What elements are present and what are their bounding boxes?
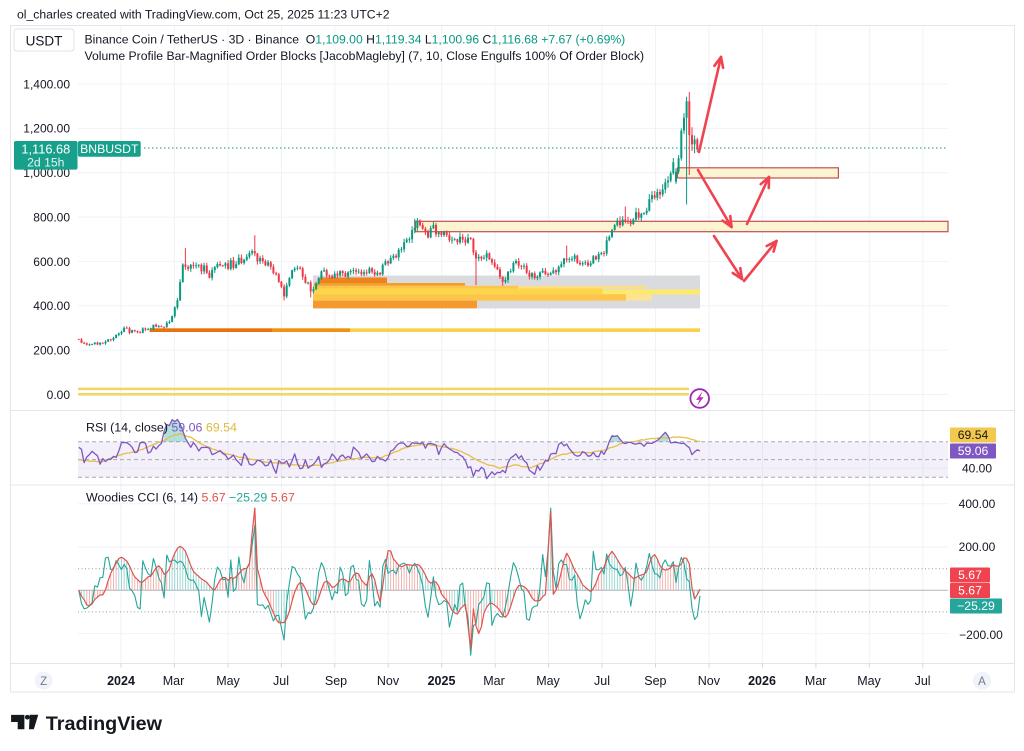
- svg-text:5.67: 5.67: [958, 584, 982, 598]
- svg-text:ol_charles created with Tradin: ol_charles created with TradingView.com,…: [17, 8, 390, 22]
- svg-text:200.00: 200.00: [33, 343, 70, 357]
- svg-text:Mar: Mar: [163, 674, 185, 688]
- svg-text:600.00: 600.00: [33, 255, 70, 269]
- svg-text:400.00: 400.00: [959, 497, 996, 511]
- svg-text:Z: Z: [40, 676, 47, 688]
- svg-text:RSI (14, close) 59.06 69.54: RSI (14, close) 59.06 69.54: [86, 421, 237, 435]
- svg-text:Jul: Jul: [594, 674, 610, 688]
- svg-text:2d 15h: 2d 15h: [27, 155, 64, 169]
- svg-text:Binance Coin / TetherUS · 3D ·: Binance Coin / TetherUS · 3D · Binance O…: [85, 33, 626, 47]
- svg-text:Woodies CCI (6, 14) 5.67 −25.2: Woodies CCI (6, 14) 5.67 −25.29 5.67: [86, 491, 295, 505]
- svg-text:Sep: Sep: [325, 674, 347, 688]
- svg-text:Jul: Jul: [915, 674, 931, 688]
- svg-text:5.67: 5.67: [958, 568, 982, 582]
- svg-text:0.00: 0.00: [47, 388, 71, 402]
- svg-text:Mar: Mar: [483, 674, 505, 688]
- svg-text:200.00: 200.00: [959, 540, 996, 554]
- svg-text:69.54: 69.54: [958, 428, 989, 442]
- svg-text:Mar: Mar: [805, 674, 827, 688]
- svg-text:May: May: [857, 674, 881, 688]
- svg-text:1,116.68: 1,116.68: [21, 141, 70, 156]
- svg-text:TradingView: TradingView: [46, 713, 163, 735]
- svg-text:USDT: USDT: [26, 34, 63, 49]
- svg-text:−200.00: −200.00: [959, 628, 1003, 642]
- svg-text:Nov: Nov: [698, 674, 721, 688]
- svg-text:May: May: [536, 674, 560, 688]
- svg-text:BNBUSDT: BNBUSDT: [80, 142, 139, 156]
- svg-text:400.00: 400.00: [33, 299, 70, 313]
- svg-text:Sep: Sep: [644, 674, 666, 688]
- svg-text:Volume Profile Bar-Magnified O: Volume Profile Bar-Magnified Order Block…: [85, 49, 645, 63]
- svg-text:59.06: 59.06: [958, 444, 989, 458]
- svg-text:1,200.00: 1,200.00: [23, 122, 70, 136]
- svg-text:Nov: Nov: [377, 674, 400, 688]
- svg-text:40.00: 40.00: [962, 462, 992, 476]
- svg-text:May: May: [216, 674, 240, 688]
- svg-text:Jul: Jul: [273, 674, 289, 688]
- svg-text:1,400.00: 1,400.00: [23, 77, 70, 91]
- svg-text:2025: 2025: [428, 674, 456, 688]
- svg-text:−25.29: −25.29: [957, 599, 995, 613]
- svg-text:A: A: [978, 676, 986, 688]
- svg-text:800.00: 800.00: [33, 210, 70, 224]
- svg-text:2026: 2026: [748, 674, 776, 688]
- svg-text:2024: 2024: [107, 674, 135, 688]
